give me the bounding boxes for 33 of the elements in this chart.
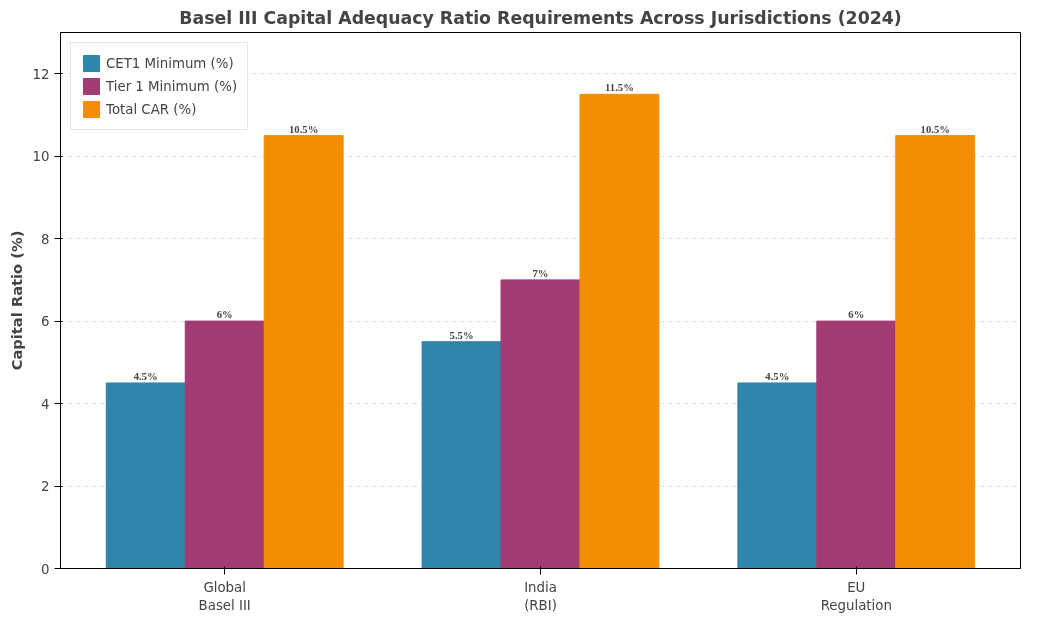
- x-tick-label: India (RBI): [524, 579, 557, 613]
- y-axis-title: Capital Ratio (%): [7, 230, 25, 371]
- y-tick-label: 2: [41, 479, 50, 495]
- bar: [500, 279, 581, 569]
- data-label: 6%: [848, 309, 865, 321]
- y-tick-label: 6: [41, 314, 50, 330]
- legend-label: Tier 1 Minimum (%): [106, 78, 238, 94]
- data-label: 6%: [216, 309, 233, 321]
- data-label: 10.5%: [920, 123, 950, 135]
- data-label: 11.5%: [605, 82, 634, 94]
- legend-label: Total CAR (%): [106, 101, 197, 117]
- data-label: 5.5%: [449, 329, 474, 341]
- y-tick-label: 10: [32, 149, 50, 165]
- bar: [184, 320, 265, 569]
- y-tick-label: 12: [32, 66, 50, 82]
- chart-title: Basel III Capital Adequacy Ratio Requirements Across Jurisdictions (2024): [179, 7, 902, 28]
- bar: [579, 93, 660, 569]
- bar: [105, 382, 186, 569]
- data-label: 7%: [532, 267, 549, 279]
- x-tick-label: EU Regulation: [820, 579, 892, 613]
- bar: [737, 382, 818, 569]
- x-tick-label: Global Basel III: [198, 579, 251, 613]
- y-tick-label: 0: [41, 561, 50, 577]
- data-label: 4.5%: [133, 370, 158, 382]
- y-tick-label: 4: [41, 396, 50, 412]
- bar: [263, 135, 344, 569]
- bar: [895, 135, 976, 569]
- bar: [816, 320, 897, 569]
- bar: [421, 341, 502, 569]
- data-label: 10.5%: [289, 123, 319, 135]
- data-label: 4.5%: [765, 370, 790, 382]
- y-tick-label: 8: [41, 231, 50, 247]
- legend-label: CET1 Minimum (%): [106, 55, 234, 71]
